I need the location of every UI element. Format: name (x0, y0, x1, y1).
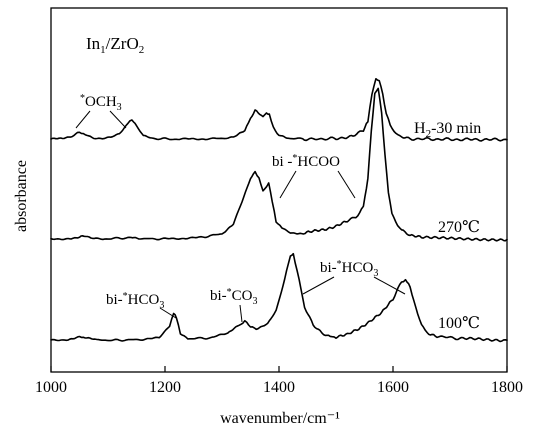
annotation-bi-hco3-right: bi-*HCO3 (302, 259, 406, 295)
x-tick-label: 1400 (263, 379, 295, 396)
series-label-270c: 270℃ (438, 219, 480, 236)
annotation-bi-hco3-left: bi-*HCO3 (106, 291, 177, 319)
x-tick-label: 1000 (35, 379, 67, 396)
annotation-bi-hco3-right-leader-right (373, 276, 406, 295)
series-line-h2-30min (50, 78, 508, 142)
annotation-bi-hcoo: bi -*HCOO (272, 153, 356, 199)
x-tick-label: 1800 (491, 379, 523, 396)
x-tick-label: 1200 (149, 379, 181, 396)
annotation-bi-hcoo-leader-right (337, 170, 356, 199)
series-label-h2-30min: H2-30 min (414, 120, 481, 140)
series-label-100c: 100℃ (438, 315, 480, 332)
svg-text:bi-*CO3: bi-*CO3 (210, 287, 258, 307)
annotation-bi-hcoo-leader-left (279, 170, 297, 199)
svg-text:bi-*HCO3: bi-*HCO3 (320, 259, 378, 279)
x-tick-label: 1600 (377, 379, 409, 396)
annotation-och3: *OCH3 (75, 93, 127, 129)
svg-text:bi -*HCOO: bi -*HCOO (272, 153, 340, 170)
annotation-bi-co3-leader (239, 304, 243, 323)
annotation-bi-co3: bi-*CO3 (210, 287, 258, 323)
annotation-och3-leader-left (75, 110, 91, 129)
x-axis-title: wavenumber/cm⁻¹ (220, 410, 340, 427)
svg-text:*OCH3: *OCH3 (80, 93, 122, 113)
svg-text:bi-*HCO3: bi-*HCO3 (106, 291, 164, 311)
x-axis-ticks: 1000 1200 1400 1600 1800 (35, 366, 523, 396)
annotation-bi-hco3-left-leader (159, 307, 177, 319)
series-line-270c (50, 87, 508, 242)
y-axis-title: absorbance (13, 160, 30, 232)
sample-label: In1/ZrO2 (86, 34, 144, 56)
annotation-bi-hco3-right-leader-left (302, 276, 335, 295)
annotation-och3-leader-right (109, 110, 127, 129)
series-line-100c (50, 252, 508, 343)
series-group (50, 78, 508, 343)
